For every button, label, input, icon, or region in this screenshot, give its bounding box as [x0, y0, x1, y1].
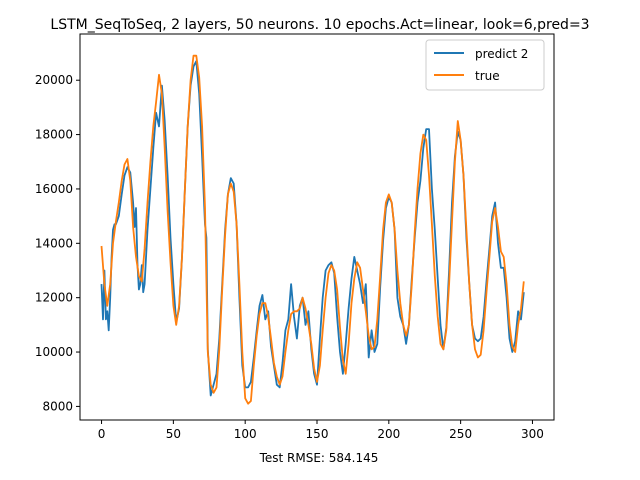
legend-label-true: true [475, 69, 500, 83]
y-tick-label: 14000 [35, 236, 73, 250]
y-tick-label: 16000 [35, 182, 73, 196]
x-tick-label: 250 [449, 427, 472, 441]
x-tick-label: 300 [521, 427, 544, 441]
y-axis-ticks: 8000 10000 12000 14000 16000 18000 20000 [35, 73, 80, 413]
x-tick-label: 200 [377, 427, 400, 441]
x-tick-label: 100 [234, 427, 257, 441]
x-tick-label: 50 [166, 427, 181, 441]
plot-area-frame [79, 33, 555, 421]
x-tick-label: 150 [306, 427, 329, 441]
chart-title: LSTM_SeqToSeq, 2 layers, 50 neurons. 10 … [50, 17, 589, 33]
y-tick-label: 18000 [35, 128, 73, 142]
legend: predict 2 true [425, 39, 545, 91]
x-axis-ticks: 0 50 100 150 200 250 300 [98, 420, 544, 441]
plot-lines [100, 54, 525, 405]
x-tick-label: 0 [98, 427, 106, 441]
y-tick-label: 10000 [35, 345, 73, 359]
y-tick-label: 20000 [35, 73, 73, 87]
series-line-true [100, 54, 525, 405]
legend-label-predict: predict 2 [475, 47, 528, 61]
y-tick-label: 8000 [42, 399, 73, 413]
y-tick-label: 12000 [35, 291, 73, 305]
x-axis-label: Test RMSE: 584.145 [259, 451, 379, 465]
